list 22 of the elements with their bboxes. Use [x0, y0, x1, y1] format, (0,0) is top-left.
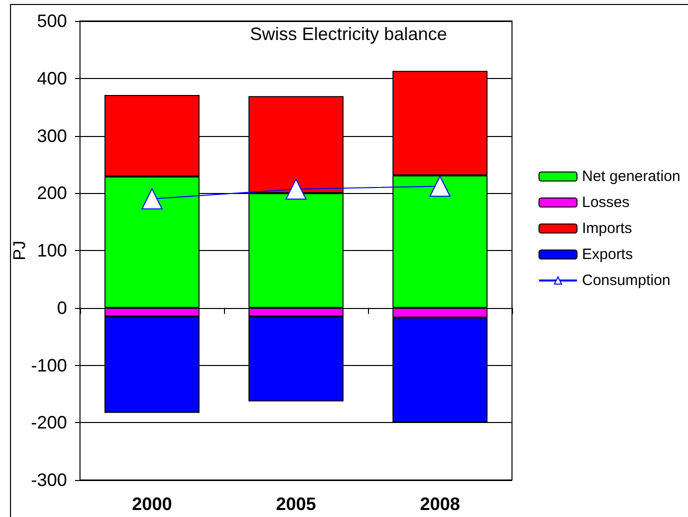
y-tick-label: -200 [30, 412, 67, 433]
legend-label: Net generation [582, 168, 680, 185]
y-tick-label: 0 [56, 298, 67, 318]
legend-label: Imports [582, 220, 632, 237]
point [286, 178, 306, 200]
x-tick-label: 2005 [276, 494, 316, 514]
y-tick-label: 400 [36, 68, 67, 88]
y-tick-label: 300 [36, 126, 67, 146]
legend-label: Exports [582, 246, 633, 263]
y-tick-label: 500 [36, 11, 67, 31]
y-tick-label: -300 [30, 470, 67, 490]
y-tick-label: -100 [30, 355, 67, 376]
y-tick-label: 200 [36, 183, 67, 204]
y-tick-label: 100 [36, 240, 67, 260]
legend-label: Losses [582, 194, 630, 211]
legend-label: Consumption [582, 272, 670, 289]
x-tick-label: 2000 [132, 494, 172, 514]
point [142, 188, 162, 210]
point [430, 176, 450, 197]
y-axis-title: PJ [10, 240, 29, 260]
chart-title: Swiss Electricity balance [250, 24, 448, 44]
x-tick-label: 2008 [420, 494, 460, 514]
